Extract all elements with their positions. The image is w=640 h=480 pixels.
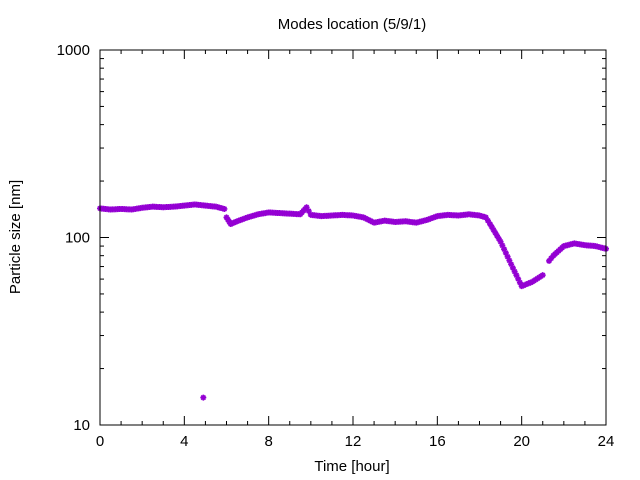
data-point-interp: [490, 226, 497, 233]
data-point: [508, 261, 515, 268]
y-axis-label: Particle size [nm]: [7, 180, 24, 294]
data-point: [139, 204, 146, 211]
data-point-interp: [495, 235, 502, 242]
data-point: [360, 214, 367, 221]
data-point-interp: [484, 217, 491, 224]
data-point: [212, 203, 219, 210]
data-point: [455, 212, 462, 219]
x-tick-label: 16: [429, 433, 446, 450]
data-point: [191, 201, 198, 208]
data-point: [170, 203, 177, 210]
data-point-interp: [501, 246, 508, 253]
x-tick-label: 24: [598, 433, 615, 450]
data-point-interp: [494, 232, 501, 239]
data-point: [303, 204, 310, 211]
y-tick-label: 10: [73, 417, 90, 434]
x-tick-label: 8: [264, 433, 272, 450]
data-point: [244, 214, 251, 221]
data-point: [423, 216, 430, 223]
data-point-interp: [506, 257, 513, 264]
data-point: [107, 206, 114, 213]
x-tick-label: 12: [345, 433, 362, 450]
data-point-interp: [305, 208, 312, 215]
data-point: [202, 202, 209, 209]
data-point-interp: [504, 253, 511, 260]
data-point-interp: [492, 229, 499, 236]
data-point: [181, 202, 188, 209]
data-point: [550, 252, 557, 259]
data-point-interp: [509, 264, 516, 271]
data-point: [255, 211, 262, 218]
data-point: [434, 213, 441, 220]
data-point: [149, 203, 156, 210]
x-tick-label: 4: [180, 433, 188, 450]
data-point-interp: [488, 223, 495, 230]
data-point: [413, 219, 420, 226]
data-point-interp: [515, 275, 522, 282]
data-point: [128, 206, 135, 213]
data-point-interp: [502, 249, 509, 256]
plot-frame: [99, 49, 607, 426]
data-point: [539, 272, 546, 279]
data-point: [234, 218, 241, 225]
data-point: [571, 240, 578, 247]
data-point: [444, 211, 451, 218]
data-point-interp: [513, 272, 520, 279]
data-point-interp: [548, 255, 555, 262]
data-point: [276, 210, 283, 217]
data-point: [487, 221, 494, 228]
data-point: [118, 205, 125, 212]
data-point: [546, 257, 553, 264]
data-point: [371, 219, 378, 226]
data-point: [518, 283, 525, 290]
data-point: [465, 211, 472, 218]
data-point-interp: [516, 279, 523, 286]
data-point: [297, 211, 304, 218]
data-point-interp: [511, 268, 518, 275]
y-tick-label: 100: [65, 230, 90, 247]
data-point: [227, 221, 234, 228]
data-point: [581, 242, 588, 249]
axis-ticks: [99, 49, 607, 426]
data-point: [328, 212, 335, 219]
data-point: [529, 278, 536, 285]
tick-labels: 0 4 8 12 16 20 24 10 100 1000: [57, 42, 615, 450]
x-tick-label: 20: [513, 433, 530, 450]
y-tick-label: 1000: [57, 42, 90, 59]
data-point: [402, 218, 409, 225]
data-point: [482, 214, 489, 221]
data-point: [223, 214, 230, 221]
data-point-interp: [499, 242, 506, 249]
chart-title: Modes location (5/9/1): [278, 16, 426, 33]
data-points: [97, 201, 609, 401]
data-point: [307, 211, 314, 218]
data-point: [339, 211, 346, 218]
data-point: [200, 394, 207, 401]
data-point: [318, 213, 325, 220]
data-point: [497, 238, 504, 245]
data-point: [381, 217, 388, 224]
data-point: [221, 205, 228, 212]
data-point: [560, 243, 567, 250]
x-axis-label: Time [hour]: [314, 458, 389, 475]
data-point: [286, 210, 293, 217]
x-tick-label: 0: [96, 433, 104, 450]
data-point: [265, 209, 272, 216]
data-point: [592, 243, 599, 250]
data-point: [350, 212, 356, 219]
data-point: [392, 218, 399, 225]
data-point: [160, 204, 167, 211]
data-point: [476, 212, 483, 219]
